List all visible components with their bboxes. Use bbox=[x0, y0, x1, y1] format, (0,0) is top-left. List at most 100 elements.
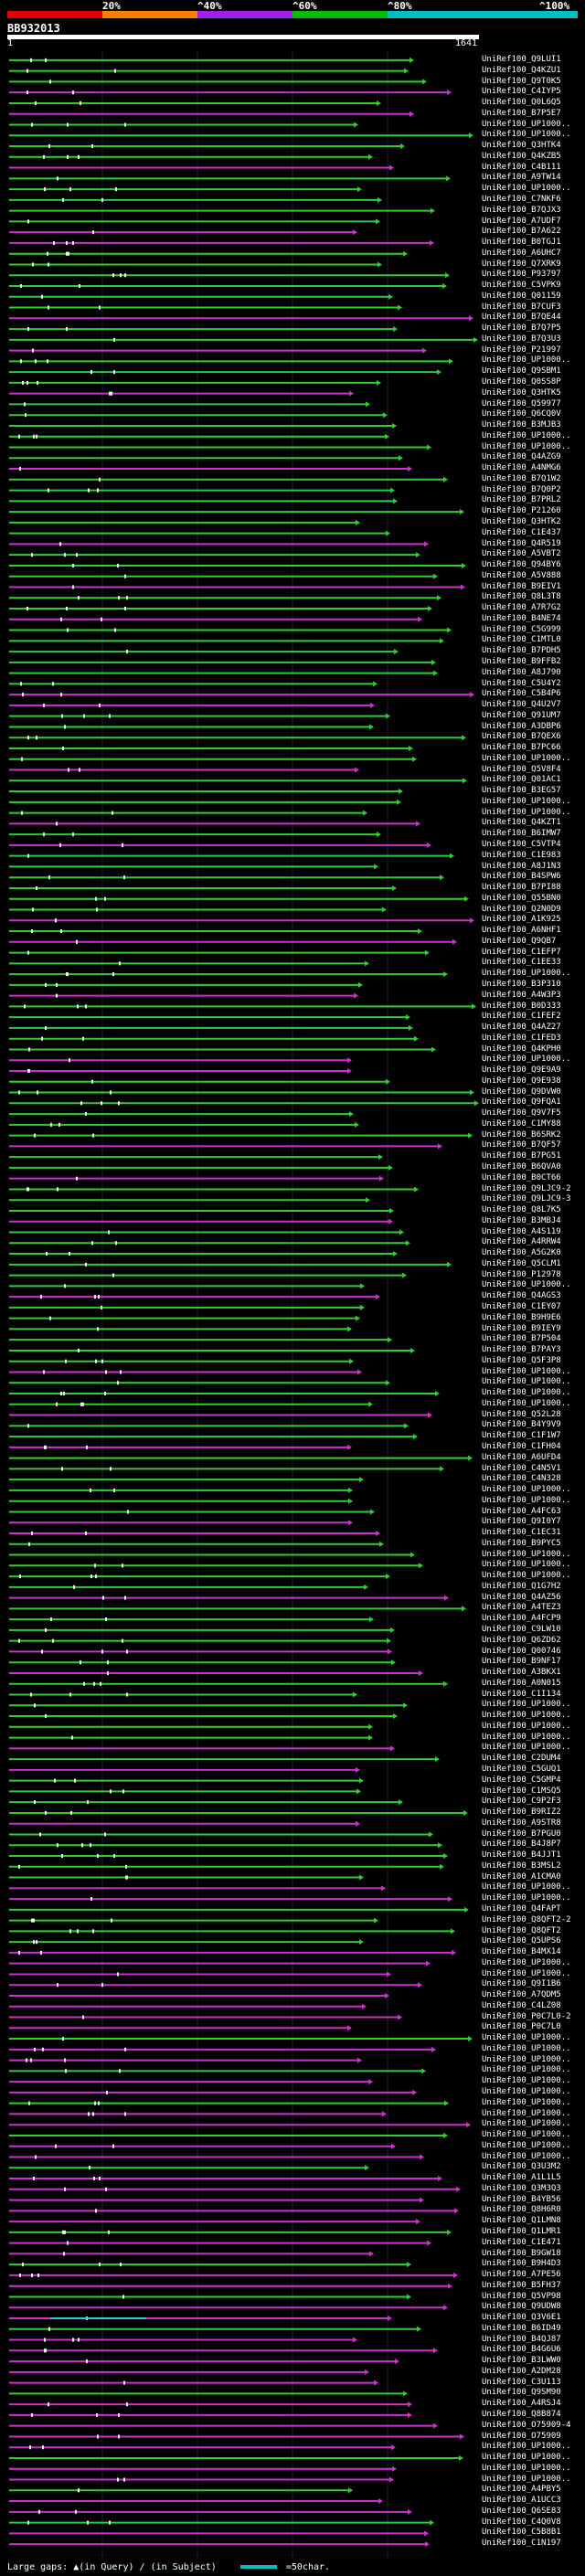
hit-label[interactable]: UniRef100_B4NE74 bbox=[482, 613, 561, 623]
hit-label[interactable]: UniRef100_C5GUQ1 bbox=[482, 1764, 561, 1774]
hit-label[interactable]: UniRef100_Q9UDW8 bbox=[482, 2302, 561, 2312]
hit-label[interactable]: UniRef100_Q5CLM1 bbox=[482, 1258, 561, 1268]
hit-label[interactable]: UniRef100_Q8L3T8 bbox=[482, 592, 561, 602]
hit-label[interactable]: UniRef100_A4FCP9 bbox=[482, 1614, 561, 1624]
hit-label[interactable]: UniRef100_A1CMA0 bbox=[482, 1871, 561, 1882]
hit-label[interactable]: UniRef100_C1E983 bbox=[482, 850, 561, 860]
hit-label[interactable]: UniRef100_UP1000.. bbox=[482, 184, 571, 194]
hit-label[interactable]: UniRef100_UP1000.. bbox=[482, 2108, 571, 2118]
hit-label[interactable]: UniRef100_UP1000.. bbox=[482, 1495, 571, 1505]
hit-label[interactable]: UniRef100_UP1000.. bbox=[482, 2453, 571, 2463]
hit-label[interactable]: UniRef100_C5VTP4 bbox=[482, 840, 561, 849]
hit-label[interactable]: UniRef100_A9TW14 bbox=[482, 173, 561, 183]
hit-label[interactable]: UniRef100_C1E471 bbox=[482, 2237, 561, 2247]
hit-label[interactable]: UniRef100_B9FFB2 bbox=[482, 656, 561, 666]
hit-label[interactable]: UniRef100_Q9SM90 bbox=[482, 2388, 561, 2398]
hit-label[interactable]: UniRef100_P12978 bbox=[482, 1269, 561, 1279]
hit-label[interactable]: UniRef100_A3DBP6 bbox=[482, 721, 561, 731]
hit-label[interactable]: UniRef100_A6NHF1 bbox=[482, 926, 561, 936]
hit-label[interactable]: UniRef100_B4SPW6 bbox=[482, 872, 561, 882]
hit-label[interactable]: UniRef100_Q9DVW0 bbox=[482, 1087, 561, 1097]
hit-label[interactable]: UniRef100_UP1000.. bbox=[482, 2474, 571, 2484]
hit-label[interactable]: UniRef100_Q9E938 bbox=[482, 1076, 561, 1086]
hit-label[interactable]: UniRef100_Q9LJC9-2 bbox=[482, 1183, 571, 1193]
hit-label[interactable]: UniRef100_Q9I1B6 bbox=[482, 1979, 561, 1989]
hit-label[interactable]: UniRef100_B7PGU0 bbox=[482, 1829, 561, 1839]
hit-label[interactable]: UniRef100_A4W3P3 bbox=[482, 990, 561, 1000]
hit-label[interactable]: UniRef100_B9H9E6 bbox=[482, 1312, 561, 1322]
hit-label[interactable]: UniRef100_Q6SE83 bbox=[482, 2506, 561, 2516]
hit-label[interactable]: UniRef100_Q8B874 bbox=[482, 2410, 561, 2420]
hit-label[interactable]: UniRef100_B4G6U6 bbox=[482, 2345, 561, 2355]
hit-label[interactable]: UniRef100_A4S119 bbox=[482, 1226, 561, 1236]
hit-label[interactable]: UniRef100_Q4KZU1 bbox=[482, 65, 561, 75]
hit-label[interactable]: UniRef100_C5G999 bbox=[482, 624, 561, 634]
hit-label[interactable]: UniRef100_Q1LMN8 bbox=[482, 2216, 561, 2226]
hit-label[interactable]: UniRef100_UP1000.. bbox=[482, 2043, 571, 2053]
hit-label[interactable]: UniRef100_Q4AGS3 bbox=[482, 1291, 561, 1301]
hit-label[interactable]: UniRef100_C4IYP5 bbox=[482, 87, 561, 97]
hit-label[interactable]: UniRef100_P21997 bbox=[482, 345, 561, 355]
hit-label[interactable]: UniRef100_C1EC31 bbox=[482, 1528, 561, 1538]
hit-label[interactable]: UniRef100_UP1000.. bbox=[482, 807, 571, 817]
hit-label[interactable]: UniRef100_B7QE44 bbox=[482, 313, 561, 323]
hit-label[interactable]: UniRef100_Q6CQ0V bbox=[482, 409, 561, 419]
hit-label[interactable]: UniRef100_C5B8B1 bbox=[482, 2528, 561, 2538]
hit-label[interactable]: UniRef100_UP1000.. bbox=[482, 2140, 571, 2150]
hit-label[interactable]: UniRef100_P21260 bbox=[482, 506, 561, 516]
hit-label[interactable]: UniRef100_A5V888 bbox=[482, 570, 561, 580]
hit-label[interactable]: UniRef100_B3EG57 bbox=[482, 786, 561, 796]
hit-label[interactable]: UniRef100_B4J8P7 bbox=[482, 1839, 561, 1850]
hit-label[interactable]: UniRef100_Q7XRK9 bbox=[482, 259, 561, 269]
hit-label[interactable]: UniRef100_A0N015 bbox=[482, 1678, 561, 1688]
hit-label[interactable]: UniRef100_B3MBJ4 bbox=[482, 1215, 561, 1225]
hit-label[interactable]: UniRef100_A5G2K0 bbox=[482, 1248, 561, 1258]
hit-label[interactable]: UniRef100_Q4U2V7 bbox=[482, 700, 561, 710]
hit-label[interactable]: UniRef100_Q4KPH0 bbox=[482, 1044, 561, 1054]
hit-label[interactable]: UniRef100_C4LZ08 bbox=[482, 2000, 561, 2010]
hit-label[interactable]: UniRef100_B7Q1W2 bbox=[482, 473, 561, 483]
hit-label[interactable]: UniRef100_C4N5V1 bbox=[482, 1463, 561, 1473]
hit-label[interactable]: UniRef100_C5B4P6 bbox=[482, 689, 561, 699]
hit-label[interactable]: UniRef100_B3MSL2 bbox=[482, 1860, 561, 1871]
hit-label[interactable]: UniRef100_B9GW18 bbox=[482, 2248, 561, 2258]
hit-label[interactable]: UniRef100_UP1000.. bbox=[482, 1398, 571, 1408]
hit-label[interactable]: UniRef100_B0TGJ1 bbox=[482, 238, 561, 248]
hit-label[interactable]: UniRef100_C1EFP7 bbox=[482, 947, 561, 957]
hit-label[interactable]: UniRef100_A4NMG6 bbox=[482, 463, 561, 473]
hit-label[interactable]: UniRef100_UP1000.. bbox=[482, 2033, 571, 2043]
hit-label[interactable]: UniRef100_B3MJB3 bbox=[482, 420, 561, 430]
hit-label[interactable]: UniRef100_UP1000.. bbox=[482, 2463, 571, 2473]
hit-label[interactable]: UniRef100_C9LW10 bbox=[482, 1625, 561, 1635]
hit-label[interactable]: UniRef100_Q5V8F4 bbox=[482, 764, 561, 774]
hit-label[interactable]: UniRef100_B7PG51 bbox=[482, 1151, 561, 1161]
hit-label[interactable]: UniRef100_UP1000.. bbox=[482, 2065, 571, 2075]
hit-label[interactable]: UniRef100_UP1000.. bbox=[482, 753, 571, 763]
hit-label[interactable]: UniRef100_B7Q7P5 bbox=[482, 323, 561, 334]
hit-label[interactable]: UniRef100_C4Q0V8 bbox=[482, 2517, 561, 2527]
hit-label[interactable]: UniRef100_A8J1N3 bbox=[482, 861, 561, 871]
hit-label[interactable]: UniRef100_B9H4D3 bbox=[482, 2259, 561, 2269]
hit-label[interactable]: UniRef100_Q01159 bbox=[482, 291, 561, 301]
hit-label[interactable]: UniRef100_A1K925 bbox=[482, 915, 561, 925]
hit-label[interactable]: UniRef100_Q1G7H2 bbox=[482, 1581, 561, 1591]
hit-label[interactable]: UniRef100_B7QEX6 bbox=[482, 732, 561, 742]
hit-label[interactable]: UniRef100_Q5F3P8 bbox=[482, 1355, 561, 1365]
hit-label[interactable]: UniRef100_A4FC63 bbox=[482, 1506, 561, 1516]
hit-label[interactable]: UniRef100_C4B111 bbox=[482, 162, 561, 172]
hit-label[interactable]: UniRef100_UP1000.. bbox=[482, 2119, 571, 2129]
hit-label[interactable]: UniRef100_Q0SS8P bbox=[482, 377, 561, 387]
hit-label[interactable]: UniRef100_Q4KZT1 bbox=[482, 818, 561, 828]
hit-label[interactable]: UniRef100_C5U4Y2 bbox=[482, 678, 561, 688]
hit-label[interactable]: UniRef100_Q5VP98 bbox=[482, 2291, 561, 2301]
hit-label[interactable]: UniRef100_C1EY07 bbox=[482, 1302, 561, 1311]
hit-label[interactable]: UniRef100_Q8QFT2 bbox=[482, 1925, 561, 1935]
hit-label[interactable]: UniRef100_Q3HTK4 bbox=[482, 141, 561, 151]
hit-label[interactable]: UniRef100_UP1000.. bbox=[482, 441, 571, 451]
hit-label[interactable]: UniRef100_UP1000.. bbox=[482, 1055, 571, 1065]
hit-label[interactable]: UniRef100_O75909 bbox=[482, 2431, 561, 2441]
hit-label[interactable]: UniRef100_UP1000.. bbox=[482, 430, 571, 440]
hit-label[interactable]: UniRef100_B7P5E7 bbox=[482, 108, 561, 118]
hit-label[interactable]: UniRef100_A8J790 bbox=[482, 667, 561, 677]
hit-label[interactable]: UniRef100_Q1LMR1 bbox=[482, 2226, 561, 2236]
